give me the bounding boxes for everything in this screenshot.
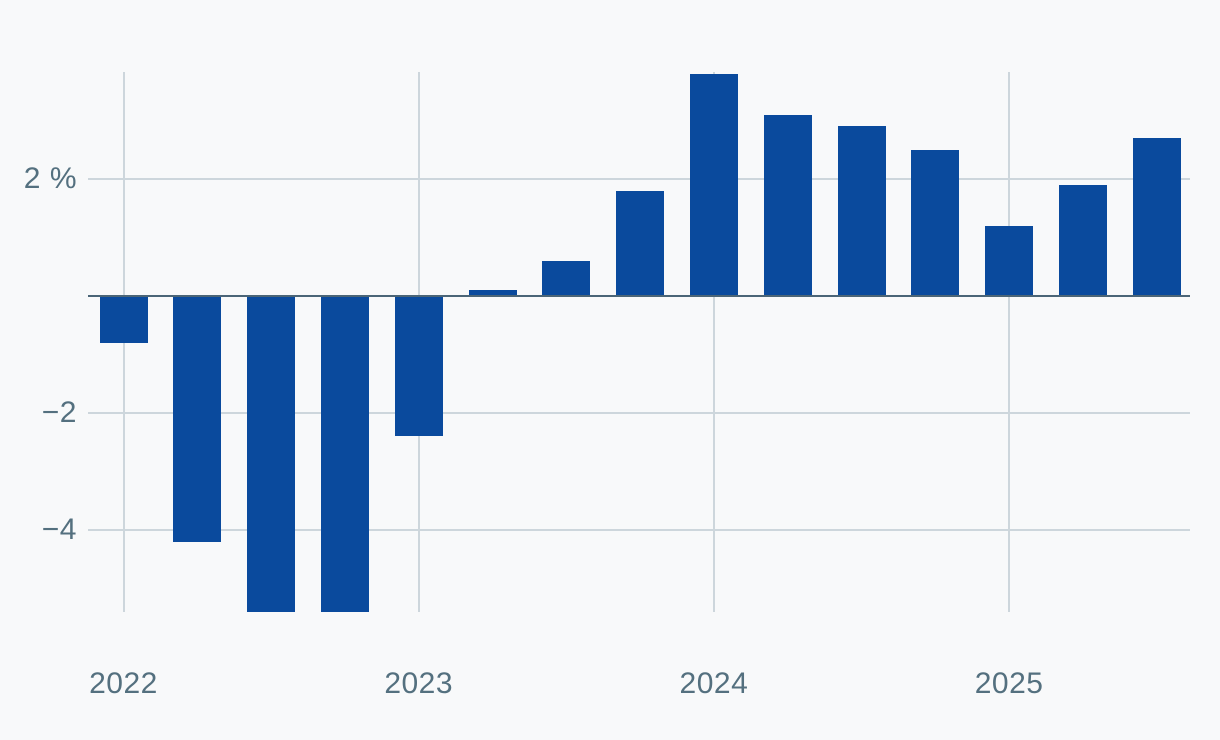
- gridline-vertical: [712, 72, 715, 612]
- bar: [1059, 184, 1107, 297]
- x-tick-label: 2024: [679, 667, 749, 700]
- bar: [247, 296, 295, 612]
- bar: [985, 225, 1033, 297]
- y-tick-label: −4: [41, 513, 77, 547]
- bar: [838, 126, 886, 297]
- x-tick-label: 2023: [384, 667, 454, 700]
- bar: [690, 73, 738, 297]
- zero-line: [88, 295, 1190, 298]
- bar: [542, 260, 590, 297]
- bar: [395, 296, 443, 437]
- bar: [173, 296, 221, 542]
- bar: [764, 114, 812, 297]
- bar: [616, 190, 664, 297]
- bar: [100, 296, 148, 343]
- plot-area: [88, 72, 1190, 612]
- x-tick-label: 2025: [974, 667, 1044, 700]
- gridline-horizontal: [88, 412, 1190, 415]
- bar: [1133, 138, 1181, 297]
- bar: [469, 290, 517, 297]
- gridline-horizontal: [88, 178, 1190, 181]
- bar: [911, 149, 959, 297]
- bar: [321, 296, 369, 612]
- y-tick-label: 2 %: [23, 162, 77, 196]
- gridline-horizontal: [88, 529, 1190, 532]
- gridline-vertical: [1008, 72, 1011, 612]
- x-tick-label: 2022: [89, 667, 158, 700]
- y-tick-label: −2: [41, 396, 77, 430]
